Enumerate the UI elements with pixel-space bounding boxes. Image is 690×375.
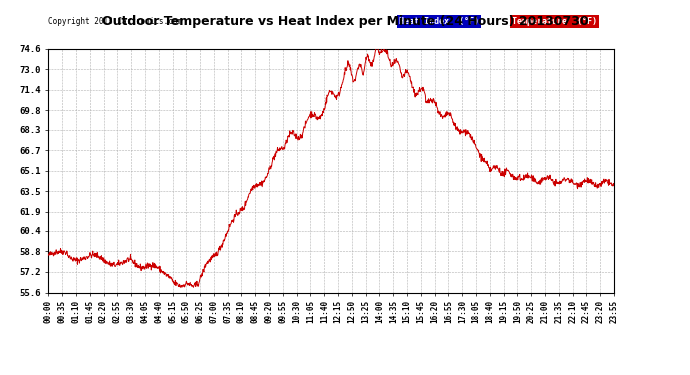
Text: Temperature  (°F): Temperature (°F) xyxy=(512,17,598,26)
Text: Outdoor Temperature vs Heat Index per Minute (24 Hours) 20130730: Outdoor Temperature vs Heat Index per Mi… xyxy=(101,15,589,28)
Text: Heat Index  (°F): Heat Index (°F) xyxy=(399,17,479,26)
Text: Copyright 2013 Cartronics.com: Copyright 2013 Cartronics.com xyxy=(48,17,182,26)
